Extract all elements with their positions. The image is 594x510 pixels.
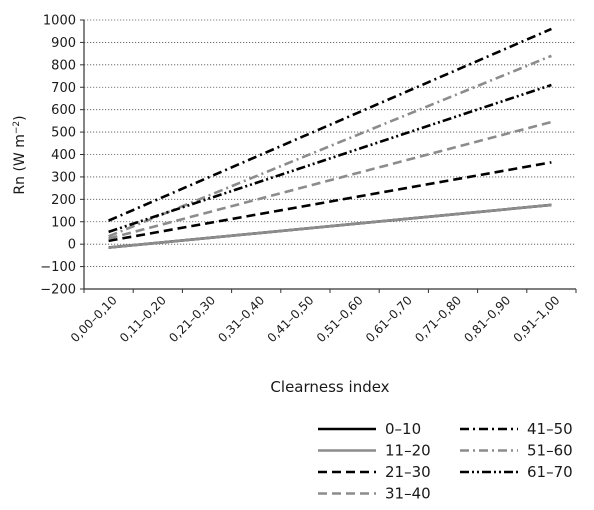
series-line-31–40 xyxy=(108,120,552,240)
x-axis-ticks: 0,00–0,100,11–0,200,21–0,300,31–0,400,41… xyxy=(68,289,577,345)
y-tick-label: 600 xyxy=(51,103,76,118)
x-tick-label: 0,91–1,00 xyxy=(511,293,563,345)
y-tick-label: 1000 xyxy=(43,14,76,29)
x-tick-label: 0,81–0,90 xyxy=(461,293,513,345)
y-tick-label: 300 xyxy=(51,170,76,185)
series-line-21–30 xyxy=(108,161,552,243)
y-tick-label: −100 xyxy=(40,260,76,275)
y-tick-label: 900 xyxy=(51,36,76,51)
y-axis-label-main: Rn (W m xyxy=(12,134,28,194)
legend-label: 41–50 xyxy=(527,420,573,438)
y-tick-label: 200 xyxy=(51,193,76,208)
x-tick-label: 0,31–0,40 xyxy=(215,293,267,345)
series-line-11–20 xyxy=(108,203,552,249)
series-line-41–50 xyxy=(108,27,552,222)
y-axis-label-superscript: −2 xyxy=(12,121,22,134)
series-lines xyxy=(108,27,552,249)
x-tick-label: 0,71–0,80 xyxy=(412,293,464,345)
y-tick-label: 400 xyxy=(51,148,76,163)
legend-label: 21–30 xyxy=(385,463,431,481)
y-tick-label: 500 xyxy=(51,126,76,141)
x-tick-label: 0,21–0,30 xyxy=(166,293,218,345)
x-axis-label: Clearness index xyxy=(270,378,389,396)
legend: 0–10 11–20 21–30 31–40 41–50 51–60 61–70 xyxy=(318,420,573,503)
legend-label: 11–20 xyxy=(385,442,431,460)
y-tick-label: 700 xyxy=(51,81,76,96)
y-tick-label: 800 xyxy=(51,58,76,73)
legend-label: 61–70 xyxy=(527,463,573,481)
y-axis-label: Rn (W m−2) xyxy=(12,115,28,194)
x-tick-label: 0,00–0,10 xyxy=(68,293,120,345)
y-tick-label: −200 xyxy=(40,283,76,298)
x-tick-label: 0,51–0,60 xyxy=(314,293,366,345)
y-tick-label: 0 xyxy=(68,238,76,253)
y-axis-label-close: ) xyxy=(12,115,28,120)
y-tick-label: 100 xyxy=(51,215,76,230)
legend-label: 51–60 xyxy=(527,442,573,460)
gridlines xyxy=(84,19,576,267)
series-line-61–70 xyxy=(108,83,552,234)
x-tick-label: 0,61–0,70 xyxy=(363,293,415,345)
legend-label: 0–10 xyxy=(385,420,421,438)
x-tick-label: 0,41–0,50 xyxy=(265,293,317,345)
legend-label: 31–40 xyxy=(385,485,431,503)
x-tick-label: 0,11–0,20 xyxy=(117,293,169,345)
